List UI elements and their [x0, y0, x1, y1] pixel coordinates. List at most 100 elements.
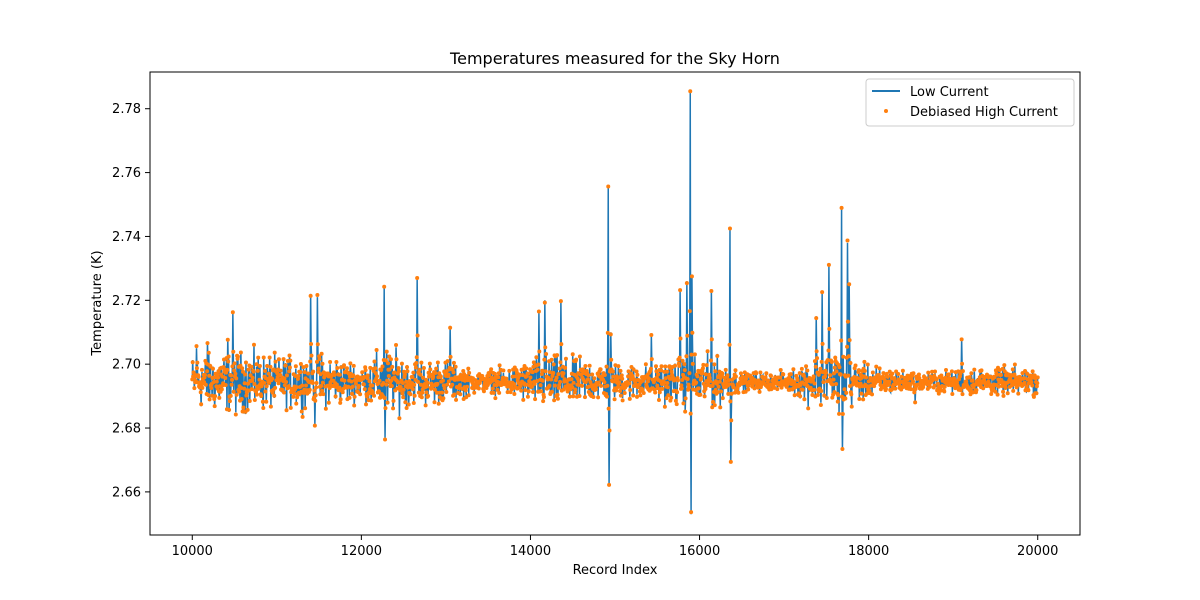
scatter-point: [1005, 391, 1010, 396]
scatter-point: [688, 411, 693, 416]
scatter-point: [293, 364, 298, 369]
scatter-point: [257, 377, 262, 382]
scatter-point: [418, 372, 423, 377]
scatter-point: [194, 344, 199, 349]
scatter-point: [534, 355, 539, 360]
scatter-point: [229, 382, 234, 387]
scatter-point: [727, 342, 732, 347]
series-scatter-debiased-high-current: [190, 89, 1040, 515]
scatter-point: [194, 366, 199, 371]
scatter-point: [832, 390, 837, 395]
scatter-point: [1023, 369, 1028, 374]
scatter-point: [631, 367, 636, 372]
scatter-point: [541, 399, 546, 404]
scatter-point: [571, 380, 576, 385]
scatter-point: [532, 381, 537, 386]
scatter-point: [316, 366, 321, 371]
scatter-point: [234, 392, 239, 397]
scatter-point: [604, 364, 609, 369]
scatter-point: [491, 390, 496, 395]
scatter-point: [332, 372, 337, 377]
scatter-point: [785, 382, 790, 387]
scatter-point: [659, 368, 664, 373]
scatter-point: [685, 376, 690, 381]
scatter-point: [373, 371, 378, 376]
scatter-point: [756, 378, 761, 383]
scatter-point: [314, 359, 319, 364]
scatter-point: [273, 385, 278, 390]
scatter-point: [241, 369, 245, 374]
scatter-point: [333, 394, 338, 399]
scatter-point: [259, 393, 264, 398]
scatter-point: [826, 358, 831, 363]
scatter-point: [995, 372, 1000, 377]
scatter-point: [228, 393, 233, 398]
scatter-point: [361, 382, 366, 387]
scatter-point: [251, 369, 256, 374]
scatter-point: [308, 359, 313, 364]
scatter-point: [974, 388, 979, 393]
scatter-point: [797, 371, 802, 376]
scatter-point: [859, 391, 864, 396]
scatter-point: [374, 347, 379, 352]
legend-label-debiased-high-current: Debiased High Current: [910, 105, 1058, 120]
scatter-point: [964, 379, 969, 384]
scatter-point: [814, 316, 819, 321]
scatter-point: [304, 364, 309, 369]
scatter-point: [496, 375, 501, 380]
scatter-point: [552, 398, 557, 403]
scatter-point: [640, 387, 645, 392]
scatter-point: [432, 400, 437, 405]
scatter-point: [801, 373, 806, 378]
scatter-point: [911, 371, 916, 376]
scatter-point: [321, 392, 326, 397]
scatter-point: [313, 398, 318, 403]
scatter-point: [309, 342, 314, 347]
scatter-point: [370, 383, 375, 388]
scatter-point: [592, 376, 597, 381]
scatter-point: [229, 373, 234, 378]
scatter-point: [819, 389, 824, 394]
scatter-point: [714, 381, 719, 386]
scatter-point: [493, 396, 498, 401]
scatter-point: [246, 367, 251, 372]
scatter-point: [643, 362, 648, 367]
scatter-point: [216, 375, 221, 380]
scatter-point: [690, 330, 695, 335]
scatter-point: [736, 390, 741, 395]
scatter-point: [649, 332, 654, 337]
scatter-point: [211, 380, 216, 385]
scatter-point: [549, 377, 554, 382]
axes-frame: [149, 71, 1081, 536]
scatter-point: [781, 372, 786, 377]
scatter-point: [814, 349, 819, 354]
scatter-point: [391, 398, 396, 403]
scatter-point: [1029, 380, 1034, 385]
scatter-point: [848, 383, 853, 388]
scatter-point: [645, 379, 650, 384]
scatter-point: [660, 386, 665, 391]
scatter-point: [496, 371, 501, 376]
scatter-point: [337, 385, 342, 390]
scatter-point: [619, 373, 624, 378]
scatter-point: [792, 393, 797, 398]
scatter-point: [365, 373, 370, 378]
scatter-point: [240, 366, 245, 371]
scatter-point: [838, 372, 843, 377]
scatter-point: [403, 400, 408, 405]
scatter-point: [233, 412, 238, 417]
scatter-point: [558, 360, 563, 365]
scatter-point: [646, 376, 651, 381]
scatter-point: [466, 393, 471, 398]
legend-box: [865, 78, 1075, 127]
scatter-point: [757, 389, 762, 394]
scatter-point: [244, 393, 249, 398]
scatter-point: [815, 356, 820, 361]
scatter-point: [683, 396, 688, 401]
scatter-point: [300, 383, 305, 388]
scatter-point: [401, 395, 406, 400]
scatter-point: [1035, 381, 1040, 386]
scatter-point: [627, 381, 632, 386]
scatter-point: [857, 384, 862, 389]
scatter-point: [843, 396, 848, 401]
